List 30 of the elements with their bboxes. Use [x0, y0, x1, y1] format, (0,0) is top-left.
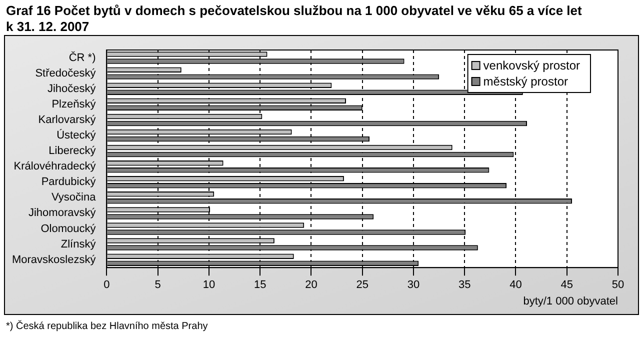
x-tick-label: 20 [305, 279, 318, 292]
x-tick-label: 50 [612, 279, 624, 292]
x-tick-label: 35 [458, 279, 471, 292]
y-tick-label: Jihomoravský [28, 207, 96, 220]
legend-label: městský prostor [483, 74, 568, 88]
x-tick-label: 5 [154, 279, 161, 292]
y-tick-label: Olomoucký [40, 222, 96, 235]
y-tick-label: Středočeský [35, 67, 96, 80]
legend-label: venkovský prostor [483, 58, 580, 72]
x-axis-title: byty/1 000 obyvatel [523, 295, 618, 308]
y-tick-label: Plzeňský [52, 98, 96, 110]
x-tick-label: 10 [202, 279, 216, 292]
y-tick-label: Zlínský [60, 238, 96, 250]
x-tick-label: 25 [356, 279, 368, 292]
y-tick-label: Moravskoslezský [12, 254, 96, 266]
text: *) Česká republika bez Hlavního města Prahy [5, 319, 209, 332]
y-tick-label: Liberecký [48, 145, 96, 158]
x-tick-label: 45 [560, 279, 573, 292]
chart-title: Graf 16 Počet bytů v domech s pečovatelskou službou na 1 000 obyvatel ve věku 65 a více let k 31. 12. 2007 [5, 2, 583, 35]
y-tick-label: Pardubický [41, 176, 96, 188]
x-tick-label: 0 [104, 279, 110, 292]
x-tick-label: 40 [510, 279, 522, 292]
y-tick-label: Jihočeský [47, 82, 96, 95]
x-tick-label: 15 [254, 279, 266, 292]
y-tick-label: Ústecký [56, 128, 96, 142]
y-tick-label: Karlovarský [38, 114, 96, 126]
x-tick-label: 30 [407, 279, 420, 292]
y-tick-label: Královéhradecký [14, 160, 96, 173]
y-tick-label: ČR *) [68, 50, 96, 64]
y-tick-label: Vysočina [52, 192, 97, 204]
